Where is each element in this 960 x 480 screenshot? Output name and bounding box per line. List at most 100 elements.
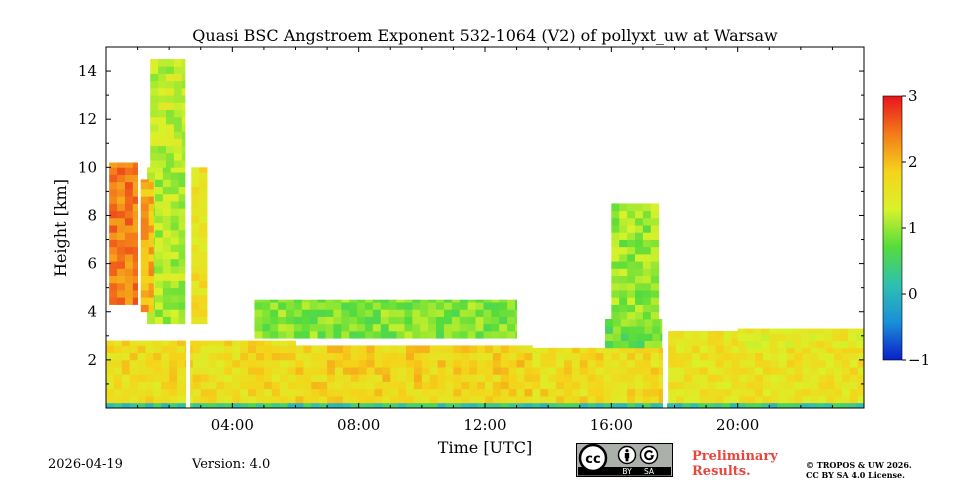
heatmap-cell (413, 345, 423, 354)
heatmap-cell (731, 381, 740, 390)
heatmap-cell (723, 345, 732, 354)
heatmap-cell (642, 253, 652, 262)
heatmap-cell (191, 201, 200, 209)
heatmap-cell (515, 316, 517, 325)
heatmap-cell (603, 367, 612, 375)
heatmap-cell (106, 395, 115, 404)
heatmap-cell (216, 345, 225, 354)
heatmap-cell (173, 59, 183, 67)
heatmap-cell (548, 347, 557, 354)
heatmap-cell (319, 345, 328, 354)
heatmap-cell (603, 347, 612, 354)
cc-icon (578, 443, 608, 473)
heatmap-cell (603, 403, 612, 408)
heatmap-cell (121, 340, 131, 346)
heatmap-cell (334, 395, 344, 404)
heatmap-cell (785, 340, 794, 349)
heatmap-cell (420, 323, 429, 332)
heatmap-cell (256, 359, 265, 368)
heatmap-cell (334, 403, 344, 408)
heatmap-cell (154, 208, 164, 216)
heatmap-cell (319, 374, 328, 382)
heatmap-cell (483, 323, 492, 332)
heatmap-cell (642, 388, 652, 397)
heatmap-cell (325, 309, 334, 317)
heatmap-cell (818, 359, 827, 368)
heatmap-cell (650, 290, 660, 298)
heatmap-cell (500, 359, 510, 368)
heatmap-cell (137, 345, 146, 354)
heatmap-cell (325, 316, 334, 325)
heatmap-cell (800, 403, 810, 408)
heatmap-cell (154, 266, 164, 274)
heatmap-cell (121, 403, 131, 408)
heatmap-cell (117, 217, 126, 226)
heatmap-cell (627, 297, 636, 305)
heatmap-cell (532, 395, 541, 404)
heatmap-cell (500, 352, 510, 361)
heatmap-cell (650, 268, 660, 277)
region-green-layer-day (254, 299, 517, 339)
heatmap-cell (492, 388, 502, 397)
heatmap-cell (199, 309, 208, 317)
heatmap-cell (413, 352, 423, 361)
heatmap-cell (792, 340, 802, 349)
heatmap-cell (140, 225, 150, 233)
heatmap-cell (303, 374, 312, 382)
heatmap-cell (178, 280, 186, 289)
heatmap-cell (620, 340, 630, 349)
heatmap-cell (849, 352, 859, 361)
heatmap-cell (382, 374, 391, 382)
heatmap-cell (492, 352, 502, 361)
heatmap-cell (683, 352, 693, 361)
heatmap-cell (627, 381, 636, 390)
heatmap-cell (856, 340, 864, 349)
heatmap-cell (216, 352, 225, 361)
heatmap-cell (286, 302, 295, 310)
heatmap-cell (271, 352, 281, 361)
heatmap-cell (129, 367, 138, 375)
heatmap-cell (516, 359, 525, 368)
heatmap-cell (483, 316, 492, 325)
heatmap-cell (729, 403, 739, 408)
heatmap-cell (587, 352, 596, 361)
heatmap-cell (707, 345, 716, 354)
heatmap-cell (325, 323, 334, 332)
heatmap-cell (824, 328, 833, 334)
heatmap-cell (177, 403, 186, 408)
heatmap-cell (240, 352, 249, 361)
heatmap-cell (256, 403, 265, 408)
heatmap-cell (162, 294, 172, 303)
heatmap-cell (699, 359, 709, 368)
heatmap-cell (319, 359, 328, 368)
heatmap-cell (755, 395, 764, 404)
heatmap-cell (199, 172, 208, 180)
heatmap-cell (619, 359, 628, 368)
heatmap-cell (611, 367, 620, 375)
heatmap-cell (676, 367, 685, 375)
heatmap-cell (611, 395, 620, 404)
heatmap-cell (153, 388, 162, 397)
heatmap-cell (556, 403, 565, 408)
heatmap-cell (619, 381, 628, 390)
heatmap-cell (477, 381, 486, 390)
heatmap-cell (540, 374, 549, 382)
heatmap-cell (745, 340, 754, 349)
heatmap-cell (762, 395, 772, 404)
cc-by-sa-license-badge[interactable]: cc BY SA (576, 443, 673, 477)
heatmap-cell (178, 193, 186, 202)
heatmap-cell (248, 395, 257, 404)
heatmap-cell (240, 340, 249, 346)
heatmap-cell (177, 395, 186, 404)
heatmap-cell (150, 124, 159, 132)
heatmap-cell (556, 395, 565, 404)
heatmap-cell (178, 172, 186, 180)
heatmap-cell (333, 330, 342, 339)
heatmap-cell (492, 367, 502, 375)
heatmap-cell (232, 381, 241, 390)
heatmap-cell (459, 302, 469, 310)
heatmap-cell (113, 367, 123, 375)
heatmap-cell (262, 330, 271, 339)
heatmap-cell (199, 222, 208, 231)
heatmap-cell (642, 290, 652, 298)
